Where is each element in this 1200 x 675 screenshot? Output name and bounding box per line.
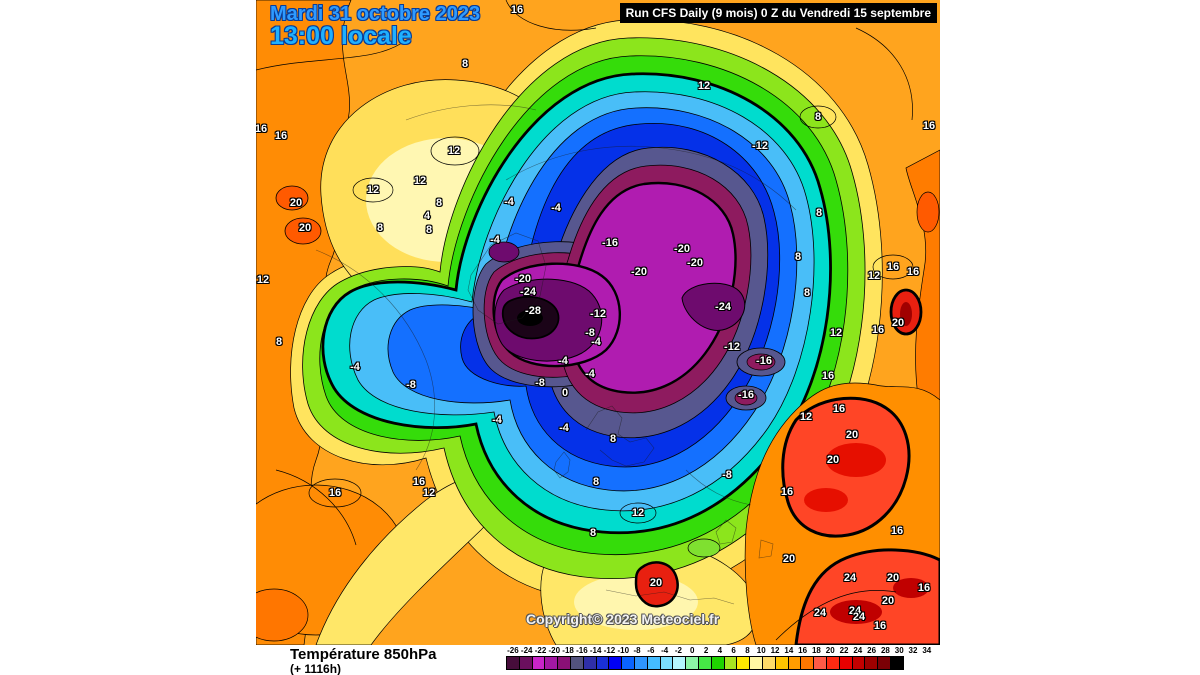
scale-cell [518,656,533,670]
valid-date: Mardi 31 octobre 2023 [270,3,481,25]
scale-cell [864,656,879,670]
scale-cell [787,656,802,670]
map-image [256,0,940,645]
scale-tick: 16 [798,646,808,655]
scale-cell [531,656,546,670]
scale-cell [710,656,725,670]
scale-tick: -6 [647,646,655,655]
copyright-watermark: Copyright© 2023 Meteociel.fr [526,611,720,627]
scale-cell [672,656,687,670]
scale-cell [851,656,866,670]
scale-cell [774,656,789,670]
scale-tick: -4 [661,646,669,655]
forecast-hour: (+ 1116h) [290,662,342,675]
scale-cell [621,656,635,670]
scale-cell [595,656,610,670]
scale-tick: 2 [703,646,709,655]
color-scale-cells [506,656,934,670]
scale-cell [800,656,815,670]
scale-tick: 14 [784,646,794,655]
scale-tick: -2 [674,646,683,655]
scale-tick: 12 [770,646,780,655]
scale-cell [557,656,571,670]
scale-cell [723,656,738,670]
scale-tick: 18 [811,646,821,655]
scale-cell [736,656,751,670]
scale-cell [877,656,891,670]
scale-tick: 28 [880,646,890,655]
scale-tick: -22 [534,646,547,655]
valid-date-block: Mardi 31 octobre 2023 13:00 locale [270,4,480,50]
scale-tick: 8 [745,646,750,655]
scale-tick: 4 [717,646,723,655]
scale-tick: 32 [908,646,918,655]
legend-strip: Température 850hPa (+ 1116h) -26 -24 -22 -2… [0,645,1200,675]
scale-cell [749,656,763,670]
scale-tick: -8 [633,646,641,655]
scale-cell [838,656,853,670]
color-scale-ticks: -26 -24 -22 -20 -18 -16 -14 -12 -10 -8 -6 -4 -2 0 2 4 6 8… [506,646,934,655]
scale-tick: 26 [867,646,877,655]
scale-tick: -20 [548,646,561,655]
scale-tick: 0 [690,646,695,655]
color-scale: -26 -24 -22 -20 -18 -16 -14 -12 -10 -8 -6 -4 -2 0 2 4 6 8… [506,646,934,670]
scale-tick: -24 [520,646,533,655]
scale-tick: 30 [894,646,904,655]
scale-tick: -10 [617,646,630,655]
scale-cell [506,656,520,670]
temperature-map: 16 16 12 8 20 20 12 12 12 8 16 8 4 8 8 -4 -4 -4 -16 -20 -24-… [256,0,940,645]
scale-tick: 34 [922,646,932,655]
parameter-title: Température 850hPa [290,646,437,663]
scale-tick: -12 [603,646,616,655]
scale-cell [825,656,840,670]
scale-tick: 20 [825,646,835,655]
scale-tick: -14 [589,646,602,655]
scale-cell [608,656,623,670]
scale-tick: 22 [839,646,849,655]
model-run-info: Run CFS Daily (9 mois) 0 Z du Vendredi 1… [619,3,937,23]
scale-cell [659,656,674,670]
scale-tick: 24 [853,646,863,655]
scale-tick: -26 [507,646,519,655]
scale-cell [633,656,648,670]
scale-tick: 10 [756,646,766,655]
scale-tick: -18 [562,646,574,655]
scale-cell [889,656,904,670]
scale-cell [582,656,597,670]
scale-cell [685,656,699,670]
scale-cell [697,656,712,670]
scale-tick: 6 [731,646,736,655]
scale-cell [646,656,661,670]
scale-tick: -16 [576,646,588,655]
scale-cell [544,656,559,670]
scale-cell [569,656,584,670]
scale-cell [761,656,776,670]
scale-cell [813,656,827,670]
valid-time: 13:00 locale [270,22,412,51]
